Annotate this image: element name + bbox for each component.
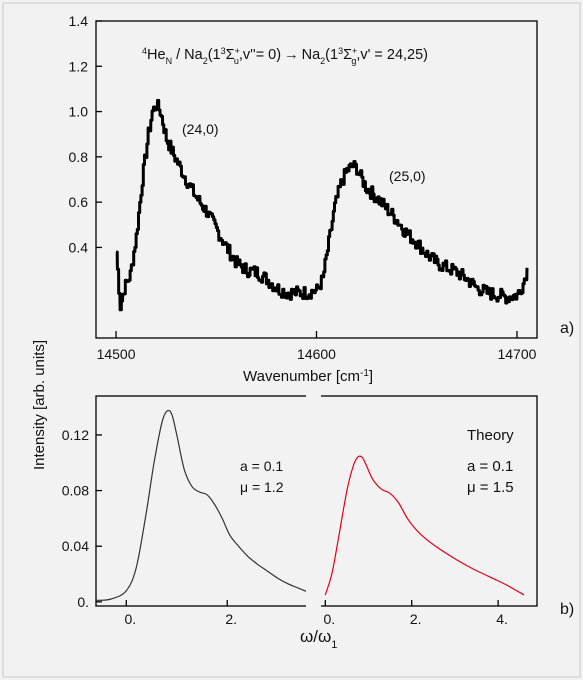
panel-b-right-x-ticks: 0. 2. 4. [323,600,508,627]
panel-a-x-axis-label: Wavenumber [cm-1] [243,368,373,386]
panel-a-y-tick-label: 0.4 [69,239,89,255]
panel-b-left-x-tick-label: 2. [225,611,237,627]
panel-b-x-axis-label: ω/ω1 [300,627,337,651]
panel-gap-mask [306,390,321,610]
panel-b-right-curve [324,455,525,596]
panel-b-right-param-a: a = 0.1 [467,458,513,475]
panel-a-y-tick-label: 0.8 [69,149,89,165]
y-axis-label: Intensity [arb. units] [31,340,48,470]
panel-a-spectrum-line [115,98,529,312]
panel-a-y-tick-label: 1.2 [69,58,89,74]
panel-a-x-tick-label: 14500 [97,346,136,362]
panel-a: 0.4 0.6 0.8 1.0 1.2 1.4 14500 14600 14700 4HeN … [69,13,575,385]
panel-a-title: 4HeN / Na2(13Σ+ u,v''= 0) → Na2(13Σ+ g,v' = … [142,46,428,66]
panel-b-left-y-ticks: 0. 0.04 0.08 0.12 [62,427,102,610]
panel-b-y-tick-label: 0. [77,594,89,610]
panel-b-right-x-tick-label: 2. [410,611,422,627]
panel-a-x-ticks: 14500 14600 14700 [97,331,537,362]
panel-b-right-param-mu: μ = 1.5 [467,479,514,496]
panel-a-y-ticks: 0.4 0.6 0.8 1.0 1.2 1.4 [69,13,102,255]
panel-b-right-title: Theory [467,427,514,444]
panel-a-x-tick-label: 14700 [497,346,536,362]
panel-a-x-tick-label: 14600 [297,346,336,362]
panel-b-left-x-tick-label: 0. [124,611,136,627]
panel-b-y-tick-label: 0.12 [62,427,89,443]
panel-b-left: 0. 0.04 0.08 0.12 0. 2. a = 0.1 μ = 1.2 [62,395,309,627]
panel-b-right-x-tick-label: 0. [323,611,335,627]
panel-a-y-tick-label: 0.6 [69,194,89,210]
panel-b-right-x-tick-label: 4. [496,611,508,627]
panel-b-y-tick-label: 0.04 [62,538,89,554]
panel-b-left-x-ticks: 0. 2. [124,600,237,627]
panel-a-y-tick-label: 1.0 [69,104,89,120]
annotation-25-0: (25,0) [389,168,426,184]
panel-b-left-curve [95,409,309,601]
panel-a-label: a) [560,320,574,337]
panel-b-label: b) [560,601,574,618]
annotation-24-0: (24,0) [182,121,219,137]
panel-b-right: 0. 2. 4. Theory a = 0.1 μ = 1.5 b) [306,390,574,627]
panel-b-y-tick-label: 0.08 [62,483,89,499]
panel-b-left-param-mu: μ = 1.2 [240,479,284,495]
panel-b-left-param-a: a = 0.1 [240,458,283,474]
panel-a-y-tick-label: 1.4 [69,13,89,29]
